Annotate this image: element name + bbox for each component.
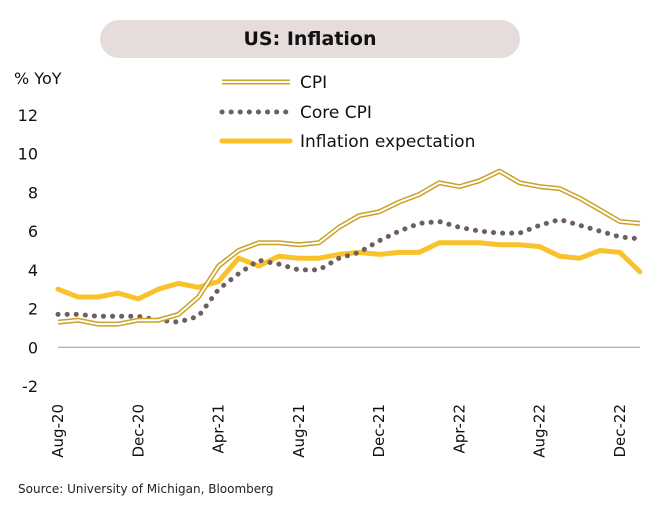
x-tick-label: Dec-20: [129, 404, 147, 458]
legend-label: Inflation expectation: [300, 132, 475, 152]
source-note: Source: University of Michigan, Bloomber…: [18, 482, 274, 496]
legend-label: CPI: [300, 73, 327, 93]
inflation-line-chart: -2 0 2 4 6 8 10 12 % YoY Aug-20 Dec-20 Apr-21 Aug-21…: [14, 69, 643, 458]
chart-title-banner: US: Inflation: [100, 20, 520, 58]
chart-title: US: Inflation: [243, 28, 377, 50]
x-tick-label: Aug-21: [290, 404, 308, 458]
y-tick-label: 4: [28, 261, 38, 280]
x-tick-label: Dec-21: [370, 404, 388, 458]
series-line-cpi: [57, 168, 641, 327]
y-tick-label: 8: [28, 183, 38, 202]
y-axis-label: % YoY: [14, 69, 62, 88]
series-line-core-cpi: [55, 216, 643, 325]
series-line-inflation-expectation: [55, 240, 643, 302]
y-tick-label: 0: [28, 338, 38, 357]
y-tick-label: -2: [22, 377, 38, 396]
y-tick-label: 2: [28, 300, 38, 319]
x-tick-label: Apr-21: [210, 404, 228, 454]
y-tick-label: 12: [18, 106, 38, 125]
series-line-cpi-inner: [57, 170, 641, 326]
y-tick-label: 6: [28, 222, 38, 241]
x-tick-label: Aug-22: [531, 404, 549, 458]
x-tick-label: Dec-22: [611, 404, 629, 458]
y-tick-label: 10: [18, 145, 38, 164]
legend-label: Core CPI: [300, 103, 372, 123]
x-tick-label: Aug-20: [49, 404, 67, 458]
x-tick-label: Apr-22: [450, 404, 468, 454]
